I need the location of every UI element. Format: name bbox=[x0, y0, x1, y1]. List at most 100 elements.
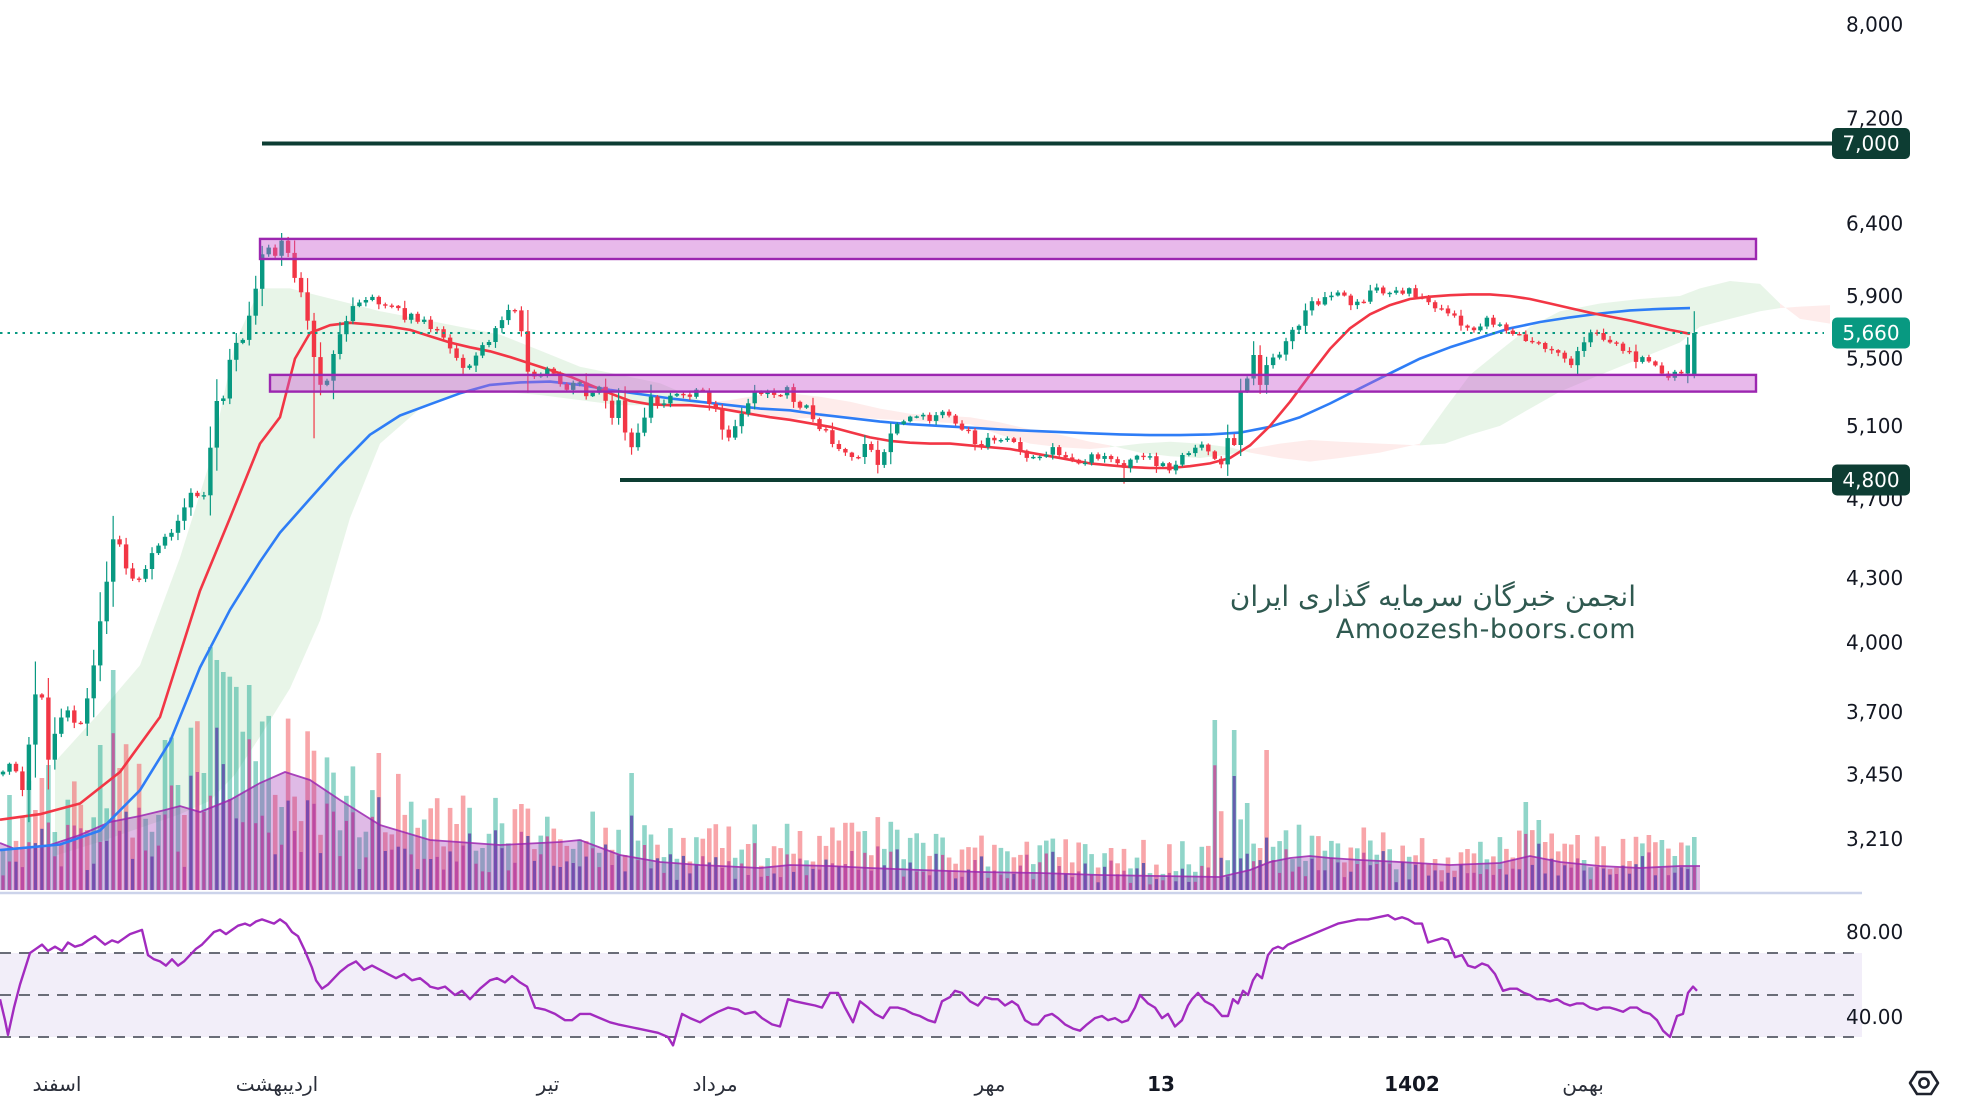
platform-logo-button[interactable] bbox=[1896, 1060, 1952, 1106]
value-bar bbox=[701, 856, 705, 890]
candle-body bbox=[817, 419, 822, 430]
value-bar bbox=[1206, 867, 1210, 890]
value-bar bbox=[837, 866, 841, 890]
cloud-bullish-segment bbox=[1760, 283, 1780, 312]
value-bar bbox=[617, 855, 621, 890]
value-bar bbox=[1122, 870, 1126, 890]
candle-body bbox=[584, 382, 589, 397]
volume-bar bbox=[480, 848, 485, 890]
price-tick-label: 5,500 bbox=[1846, 347, 1903, 371]
volume-bar bbox=[0, 849, 6, 890]
candle-body bbox=[311, 320, 317, 357]
candle-body bbox=[895, 424, 900, 434]
volume-bar bbox=[551, 828, 557, 890]
candle-body bbox=[1562, 352, 1567, 359]
cloud-bullish-segment bbox=[100, 665, 140, 842]
candle-body bbox=[875, 449, 880, 465]
candle-body bbox=[1620, 343, 1626, 351]
time-axis-label: اسفند bbox=[32, 1072, 82, 1096]
value-bar bbox=[1511, 868, 1515, 890]
value-bar bbox=[7, 861, 12, 890]
value-bar bbox=[798, 858, 802, 890]
candle-body bbox=[1245, 378, 1250, 391]
moving-averages bbox=[0, 293, 1691, 852]
candle-body bbox=[149, 553, 155, 569]
candle-body bbox=[39, 694, 45, 698]
volume-bar bbox=[992, 844, 997, 890]
cloud-bullish-segment bbox=[1420, 408, 1445, 446]
candle-body bbox=[1095, 454, 1101, 459]
value-bar bbox=[59, 866, 63, 890]
value-bar bbox=[468, 833, 472, 890]
value-bar bbox=[1582, 870, 1586, 890]
supply-demand-zone[interactable] bbox=[268, 373, 1758, 393]
candle-body bbox=[1193, 447, 1198, 454]
candle-body bbox=[1497, 324, 1503, 326]
volume-bar bbox=[266, 715, 271, 890]
candle-body bbox=[111, 539, 116, 582]
candle-body bbox=[72, 710, 77, 723]
value-bar bbox=[759, 876, 763, 890]
volume-bar bbox=[1173, 871, 1179, 890]
value-bar bbox=[597, 867, 601, 890]
value-bar bbox=[889, 851, 893, 890]
candle-body bbox=[1011, 438, 1017, 442]
badge-price-text: 4,800 bbox=[1842, 468, 1899, 492]
volume-bar bbox=[558, 839, 563, 890]
value-bar bbox=[383, 851, 387, 890]
value-bar bbox=[370, 816, 374, 890]
candle-body bbox=[78, 722, 83, 725]
value-bar bbox=[655, 858, 660, 890]
value-bar bbox=[681, 855, 685, 890]
volume-bar bbox=[1517, 830, 1522, 890]
volume-bar bbox=[7, 795, 12, 890]
candle-body bbox=[1640, 357, 1645, 362]
value-bar bbox=[1498, 869, 1502, 890]
value-bar bbox=[578, 866, 582, 890]
candle-body bbox=[1063, 455, 1068, 458]
value-bar bbox=[1128, 882, 1133, 890]
candle-body bbox=[1471, 327, 1477, 331]
cloud-bullish-segment bbox=[1500, 326, 1530, 426]
candle-body bbox=[914, 416, 919, 418]
candle-body bbox=[1108, 456, 1114, 460]
value-bar bbox=[649, 868, 653, 890]
value-bar bbox=[325, 803, 329, 890]
candle-body bbox=[713, 404, 718, 409]
candle-body bbox=[1614, 342, 1619, 344]
candle-body bbox=[577, 382, 582, 384]
candle-body bbox=[512, 310, 518, 312]
volume-bar bbox=[1193, 871, 1198, 890]
value-bar bbox=[753, 843, 757, 890]
value-bar bbox=[804, 875, 809, 890]
candle-body bbox=[1296, 325, 1302, 330]
value-bar bbox=[1679, 867, 1683, 890]
candle-body bbox=[1543, 343, 1548, 349]
candle-body bbox=[558, 373, 563, 385]
candle-body bbox=[473, 355, 479, 366]
candle-body bbox=[415, 313, 420, 322]
supply-demand-zone[interactable] bbox=[258, 237, 1758, 261]
value-bar bbox=[1640, 856, 1644, 890]
volume-bar bbox=[1491, 856, 1496, 890]
value-bar bbox=[1271, 860, 1275, 890]
volume-bar bbox=[512, 809, 518, 890]
price-axis[interactable]: 8,0007,2006,4005,9005,5005,1004,7004,300… bbox=[1832, 12, 1910, 1029]
candle-body bbox=[1361, 301, 1366, 304]
candle-body bbox=[1517, 334, 1522, 336]
candle-body bbox=[571, 382, 576, 390]
candle-body bbox=[1322, 297, 1328, 305]
value-bar bbox=[979, 856, 984, 890]
candle-body bbox=[13, 763, 19, 772]
volume-bar bbox=[1530, 830, 1535, 890]
value-bar bbox=[1038, 862, 1042, 890]
volume-bar bbox=[953, 863, 958, 890]
volume-bar bbox=[227, 676, 233, 890]
volume-bar bbox=[1568, 844, 1574, 890]
candle-body bbox=[98, 621, 103, 666]
candle-body bbox=[998, 440, 1004, 442]
value-bar bbox=[694, 864, 698, 890]
value-bar bbox=[941, 854, 945, 890]
candle-body bbox=[1335, 292, 1341, 296]
